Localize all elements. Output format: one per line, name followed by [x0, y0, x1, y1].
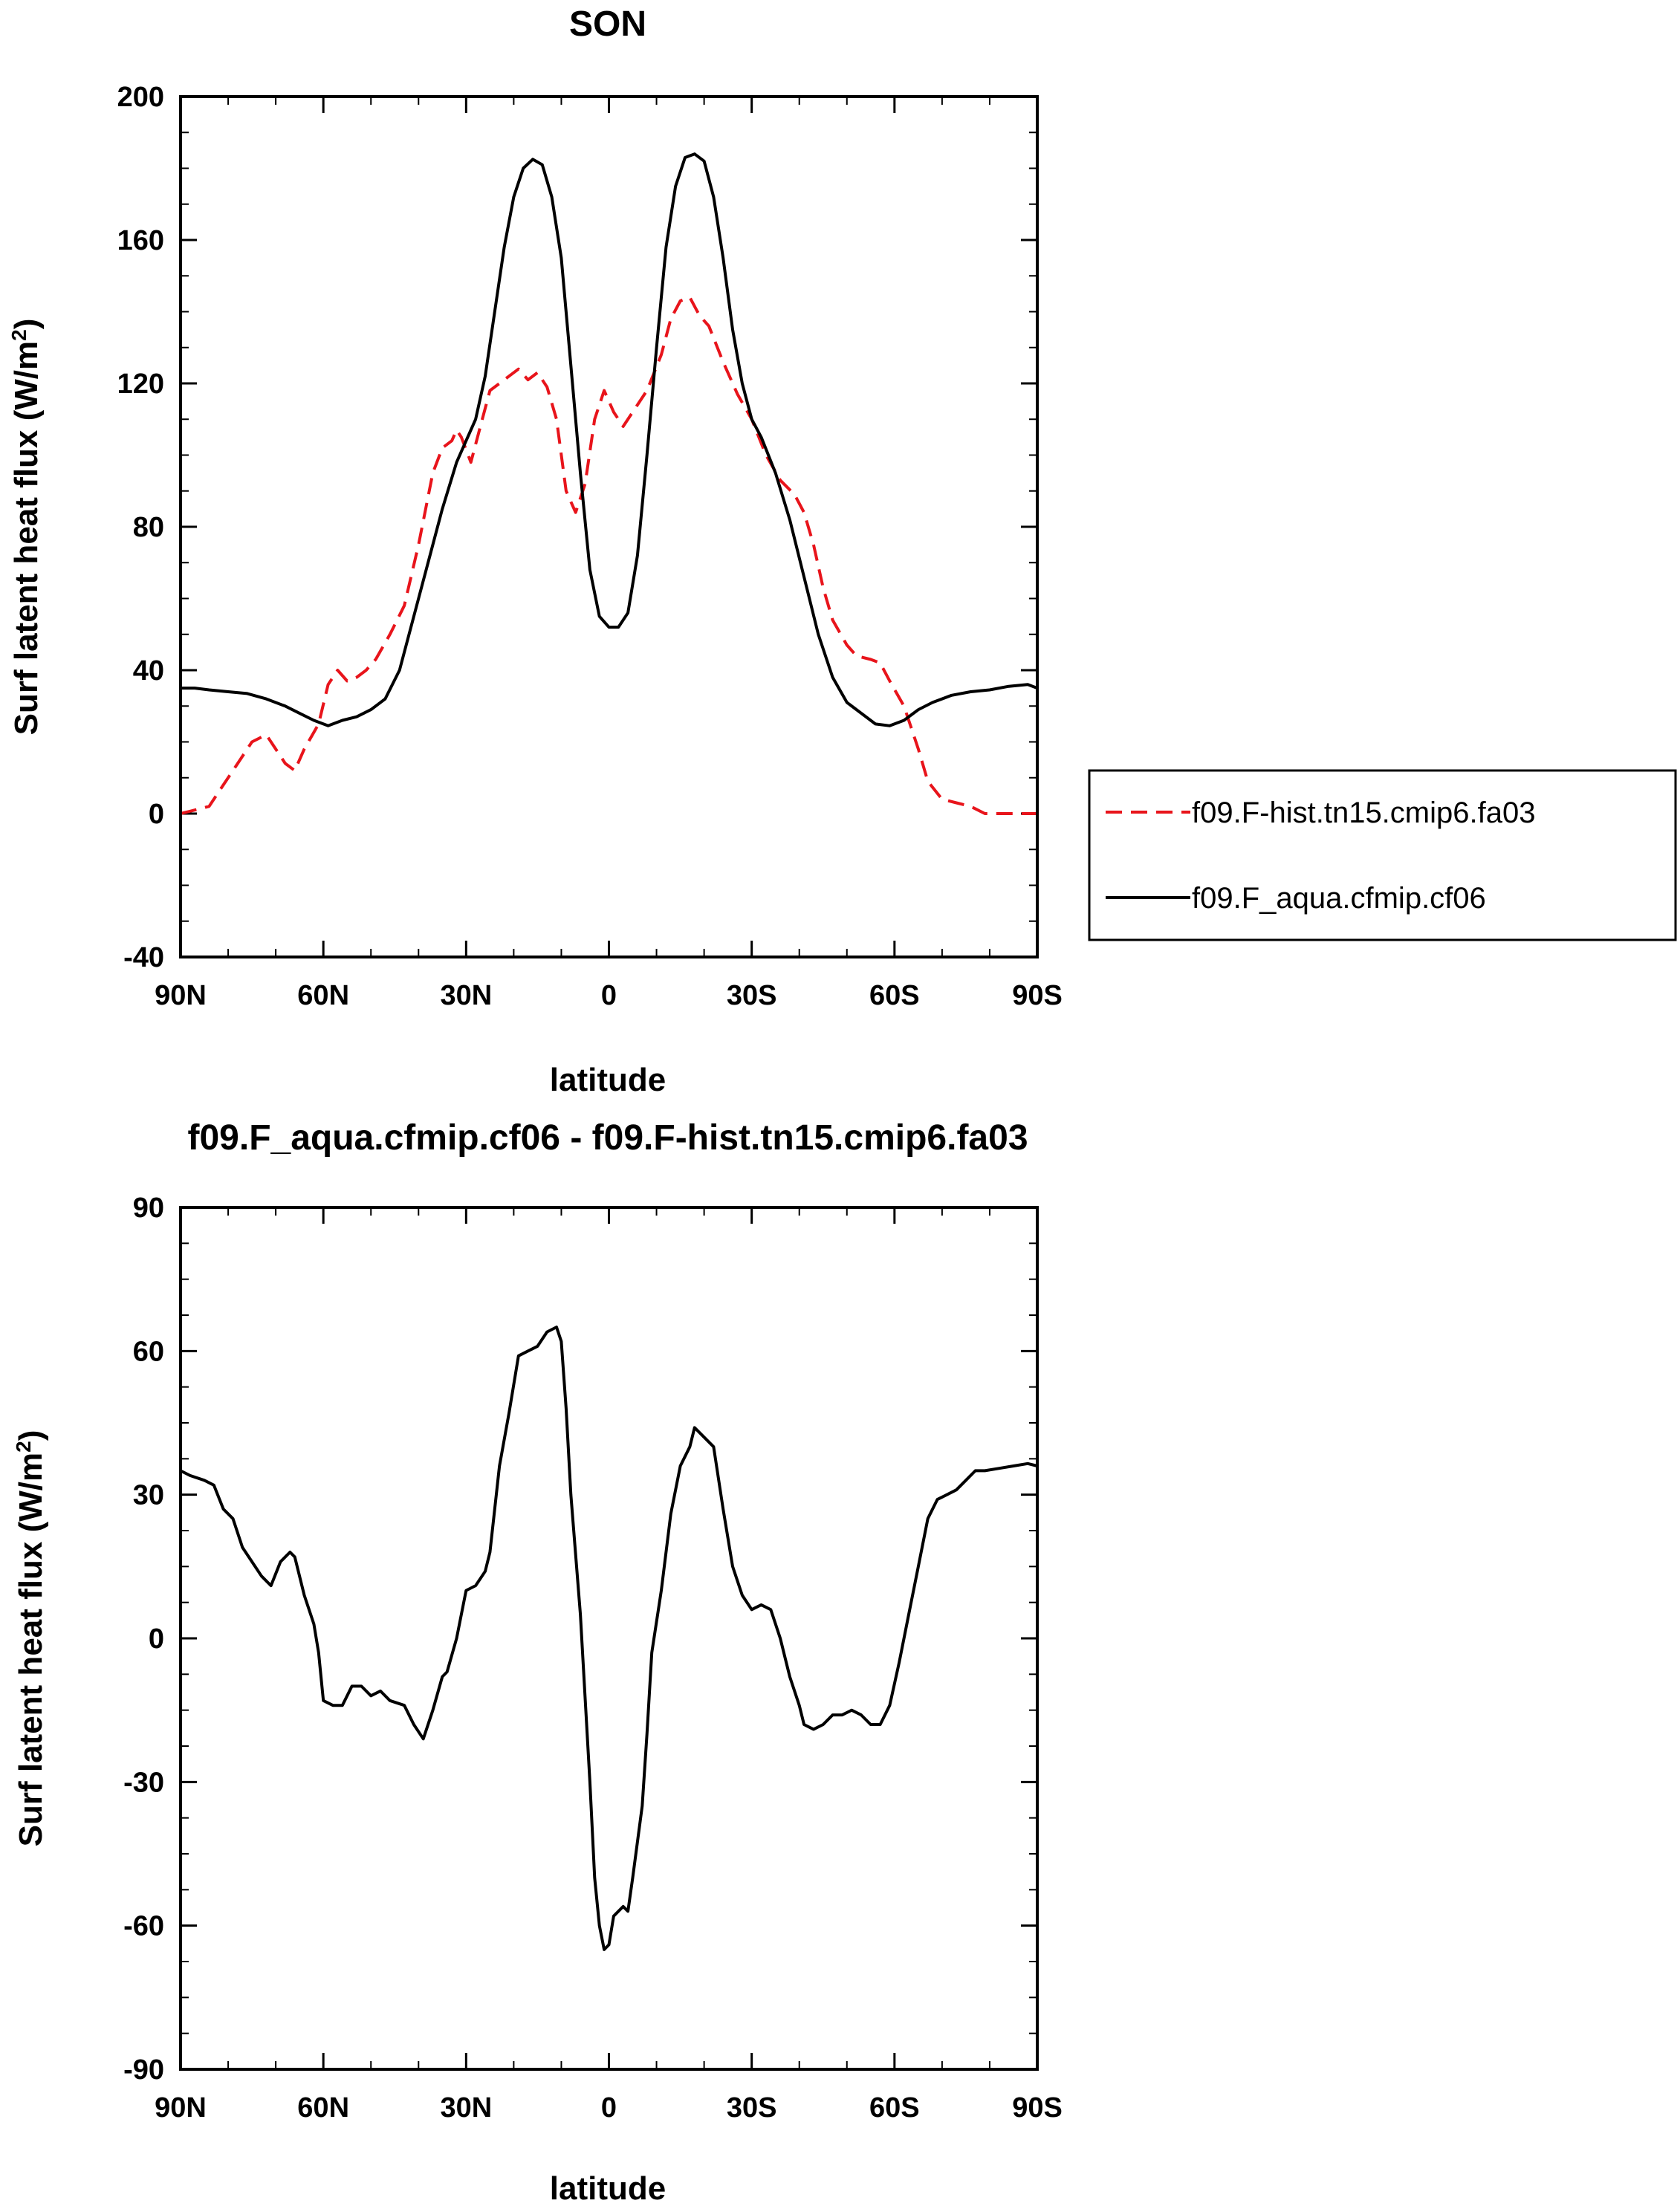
- top-chart-y-axis-label-close: ): [8, 319, 45, 330]
- top-chart-title: SON: [569, 4, 646, 44]
- bottom-chart-title: f09.F_aqua.cfmip.cf06 - f09.F-hist.tn15.…: [187, 1118, 1028, 1158]
- top-chart-y-axis-label-superscript: 2: [7, 329, 30, 341]
- bottom-chart-x-tick-label: 90N: [155, 2092, 207, 2124]
- bottom-chart: f09.F_aqua.cfmip.cf06 - f09.F-hist.tn15.…: [12, 1118, 1063, 2206]
- top-chart-y-tick-label: 120: [117, 369, 164, 400]
- top-chart-y-tick-label: 200: [117, 82, 164, 113]
- bottom-chart-x-tick-label: 30S: [727, 2092, 777, 2124]
- top-chart-y-tick-label: 40: [133, 655, 164, 687]
- bottom-chart-y-tick-label: -90: [123, 2054, 164, 2086]
- bottom-chart-x-tick-label: 60S: [869, 2092, 920, 2124]
- legend-frame: [1088, 769, 1677, 941]
- top-chart-plot-frame: [179, 95, 1039, 958]
- bottom-chart-y-axis-label: Surf latent heat flux (W/m2): [12, 1430, 50, 1847]
- bottom-chart-y-axis-label-superscript: 2: [12, 1441, 35, 1453]
- top-chart-x-axis-label: latitude: [550, 1062, 666, 1098]
- top-chart-x-tick-label: 60S: [869, 980, 920, 1011]
- bottom-chart-y-tick-label: 90: [133, 1193, 164, 1224]
- bottom-chart-plot-frame: [179, 1206, 1039, 2071]
- bottom-chart-series-line-0: [180, 1326, 1038, 1951]
- top-chart-minor-ticks: [179, 95, 1039, 958]
- top-chart-y-tick-labels: -40 0 40 80 120 160 200: [117, 82, 164, 973]
- top-chart-x-tick-label: 30N: [440, 980, 492, 1011]
- bottom-chart-x-tick-label: 60N: [297, 2092, 349, 2124]
- bottom-chart-y-tick-label: 0: [149, 1623, 164, 1655]
- top-chart-y-tick-label: 80: [133, 512, 164, 543]
- top-chart-x-tick-label: 90S: [1012, 980, 1063, 1011]
- top-chart-series-line-0: [180, 296, 1037, 815]
- bottom-chart-x-tick-label: 90S: [1012, 2092, 1063, 2124]
- legend-label-hist: f09.F-hist.tn15.cmip6.fa03: [1192, 797, 1535, 829]
- bottom-chart-y-tick-label: -30: [123, 1767, 164, 1798]
- top-chart-y-axis-label: Surf latent heat flux (W/m2): [7, 319, 45, 736]
- top-chart-x-tick-label: 60N: [297, 980, 349, 1011]
- bottom-chart-y-tick-label: -60: [123, 1911, 164, 1942]
- bottom-chart-y-tick-label: 30: [133, 1480, 164, 1511]
- top-chart-x-tick-label: 90N: [155, 980, 207, 1011]
- top-chart-legend: f09.F-hist.tn15.cmip6.fa03 f09.F_aqua.cf…: [1088, 769, 1677, 941]
- legend-label-aqua: f09.F_aqua.cfmip.cf06: [1192, 882, 1486, 915]
- bottom-chart-y-axis-label-close: ): [13, 1430, 49, 1441]
- top-chart-y-tick-label: 160: [117, 225, 164, 256]
- top-chart-x-tick-label: 0: [601, 980, 617, 1011]
- bottom-chart-x-axis-label: latitude: [550, 2170, 666, 2206]
- top-chart-series-group: [180, 152, 1038, 815]
- bottom-chart-y-tick-labels: -90 -60 -30 0 30 60 90: [123, 1193, 164, 2086]
- bottom-chart-x-tick-label: 30N: [440, 2092, 492, 2124]
- top-chart-x-tick-label: 30S: [727, 980, 777, 1011]
- top-chart-y-tick-label: 0: [149, 799, 164, 830]
- top-chart-y-tick-label: -40: [123, 942, 164, 973]
- bottom-chart-series-group: [180, 1326, 1038, 1951]
- bottom-chart-y-tick-label: 60: [133, 1336, 164, 1367]
- bottom-chart-x-tick-labels: 90N 60N 30N 0 30S 60S 90S: [155, 2092, 1063, 2124]
- bottom-chart-y-axis-label-main: Surf latent heat flux (W/m: [13, 1453, 49, 1846]
- top-chart-y-axis-label-main: Surf latent heat flux (W/m: [8, 341, 45, 735]
- top-chart-series-line-1: [181, 152, 1038, 727]
- top-chart-x-tick-labels: 90N 60N 30N 0 30S 60S 90S: [155, 980, 1063, 1011]
- bottom-chart-x-tick-label: 0: [601, 2092, 617, 2124]
